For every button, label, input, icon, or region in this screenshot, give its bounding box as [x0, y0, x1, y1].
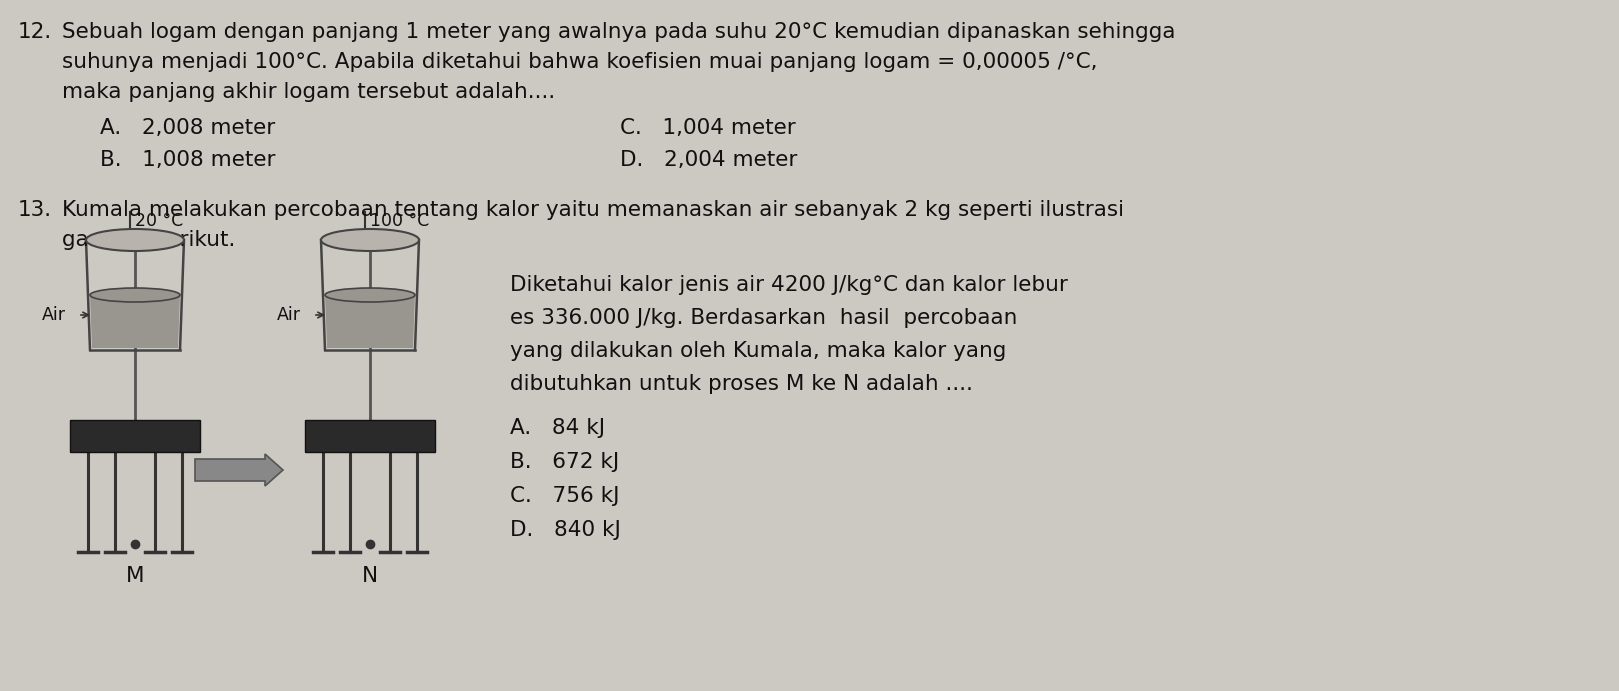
Text: B.   1,008 meter: B. 1,008 meter — [100, 150, 275, 170]
Text: D.   840 kJ: D. 840 kJ — [510, 520, 620, 540]
Text: B.   672 kJ: B. 672 kJ — [510, 452, 618, 472]
Text: D.   2,004 meter: D. 2,004 meter — [620, 150, 798, 170]
FancyArrow shape — [194, 454, 283, 486]
Text: es 336.000 J/kg. Berdasarkan  hasil  percobaan: es 336.000 J/kg. Berdasarkan hasil perco… — [510, 308, 1017, 328]
Text: 12.: 12. — [18, 22, 52, 42]
Text: A.   84 kJ: A. 84 kJ — [510, 418, 606, 438]
Text: Air: Air — [277, 306, 301, 324]
Text: yang dilakukan oleh Kumala, maka kalor yang: yang dilakukan oleh Kumala, maka kalor y… — [510, 341, 1007, 361]
Polygon shape — [91, 295, 180, 348]
Text: M: M — [126, 566, 144, 586]
Text: C.   756 kJ: C. 756 kJ — [510, 486, 620, 506]
Ellipse shape — [86, 229, 185, 251]
Text: Diketahui kalor jenis air 4200 J/kg°C dan kalor lebur: Diketahui kalor jenis air 4200 J/kg°C da… — [510, 275, 1069, 295]
Ellipse shape — [321, 229, 419, 251]
Text: 13.: 13. — [18, 200, 52, 220]
Ellipse shape — [325, 288, 414, 302]
Text: Air: Air — [42, 306, 66, 324]
Bar — [70, 420, 201, 452]
Text: 20 °C: 20 °C — [134, 212, 183, 230]
Text: dibutuhkan untuk proses M ke N adalah ....: dibutuhkan untuk proses M ke N adalah ..… — [510, 374, 973, 394]
Polygon shape — [325, 295, 414, 348]
Text: gambar berikut.: gambar berikut. — [62, 230, 235, 250]
Text: maka panjang akhir logam tersebut adalah....: maka panjang akhir logam tersebut adalah… — [62, 82, 555, 102]
Text: A.   2,008 meter: A. 2,008 meter — [100, 118, 275, 138]
Text: suhunya menjadi 100°C. Apabila diketahui bahwa koefisien muai panjang logam = 0,: suhunya menjadi 100°C. Apabila diketahui… — [62, 52, 1098, 72]
Text: Sebuah logam dengan panjang 1 meter yang awalnya pada suhu 20°C kemudian dipanas: Sebuah logam dengan panjang 1 meter yang… — [62, 22, 1175, 42]
Bar — [304, 420, 436, 452]
Text: 100 °C: 100 °C — [371, 212, 429, 230]
Text: C.   1,004 meter: C. 1,004 meter — [620, 118, 797, 138]
Ellipse shape — [91, 288, 180, 302]
Text: Kumala melakukan percobaan tentang kalor yaitu memanaskan air sebanyak 2 kg sepe: Kumala melakukan percobaan tentang kalor… — [62, 200, 1124, 220]
Text: N: N — [363, 566, 379, 586]
